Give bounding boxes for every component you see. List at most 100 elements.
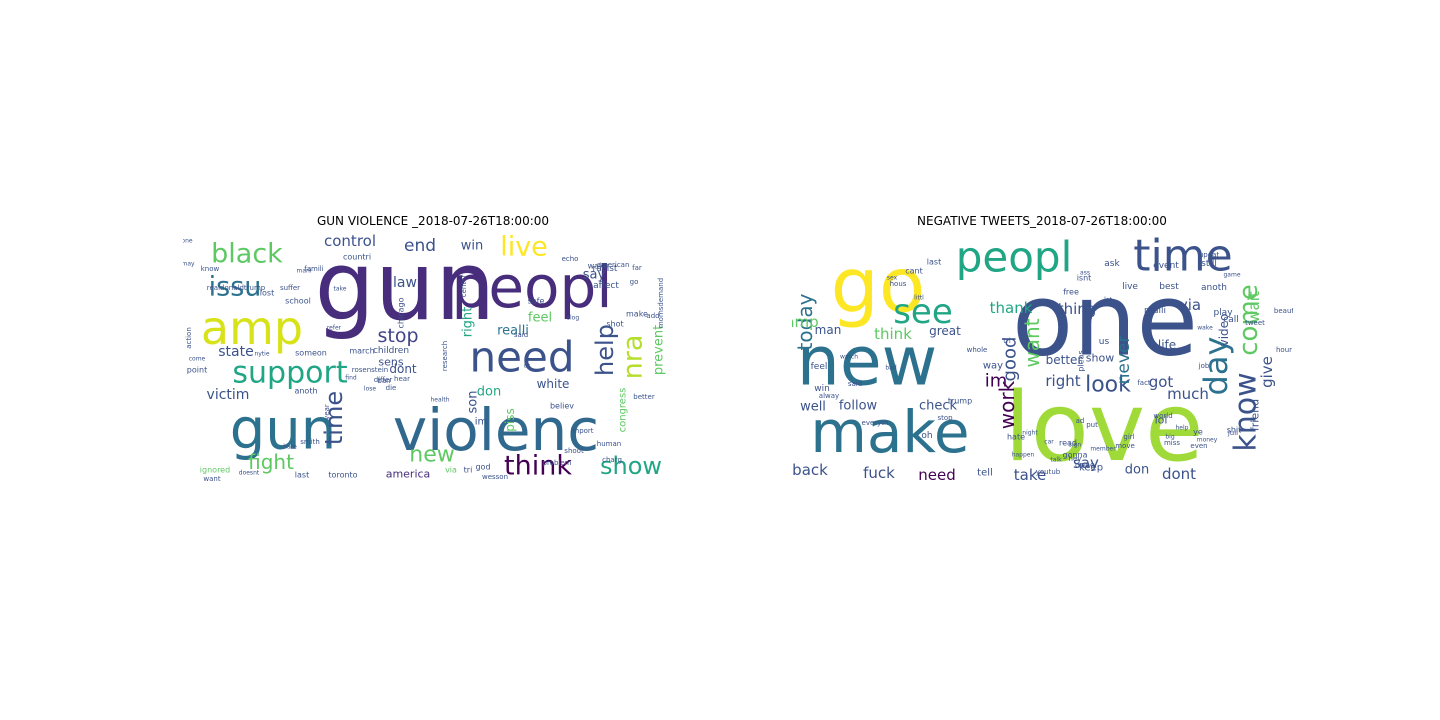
cloud-word: time	[1133, 232, 1232, 282]
cloud-word: refer	[327, 325, 342, 332]
cloud-word: congress	[618, 388, 629, 433]
cloud-word: feel	[528, 311, 552, 326]
cloud-word: ad	[1076, 417, 1085, 425]
cloud-word: game	[1223, 272, 1240, 279]
cloud-word: gun	[315, 232, 496, 342]
cloud-word: back	[792, 461, 828, 479]
cloud-word: via	[445, 466, 457, 475]
cloud-word: gonna	[1062, 451, 1087, 460]
cloud-word: read	[1059, 439, 1077, 448]
cloud-word: fact	[1137, 379, 1151, 387]
cloud-word: victim	[207, 387, 250, 403]
cloud-word: last	[927, 258, 941, 267]
cloud-word: think	[874, 325, 912, 343]
right-cloud-title: NEGATIVE TWEETS_2018-07-26T18:00:00	[917, 214, 1167, 228]
cloud-word: want	[1020, 318, 1044, 367]
cloud-word: school	[285, 297, 311, 306]
cloud-word: march	[349, 347, 374, 356]
cloud-word: littl	[914, 295, 924, 302]
cloud-word: peopl	[452, 253, 613, 321]
cloud-word: son	[466, 391, 481, 414]
cloud-word: law	[393, 275, 417, 291]
cloud-word: tell	[977, 468, 993, 479]
cloud-word: good	[1000, 337, 1021, 382]
cloud-word: day	[1197, 337, 1235, 396]
cloud-word: event	[1153, 261, 1179, 271]
cloud-word: sens	[378, 356, 403, 369]
cloud-word: ass	[1080, 270, 1090, 277]
cloud-word: may	[183, 261, 195, 268]
cloud-word: beauti	[1274, 307, 1293, 315]
cloud-word: don	[477, 385, 501, 400]
cloud-word: make	[810, 398, 969, 466]
cloud-word: play	[1213, 308, 1233, 318]
cloud-word: never	[1114, 336, 1134, 385]
cloud-word: smith	[300, 438, 320, 446]
cloud-word: help	[1176, 425, 1189, 432]
cloud-word: new	[797, 323, 938, 402]
cloud-word: say	[1073, 454, 1099, 472]
cloud-word: come	[1234, 284, 1264, 356]
cloud-word: hate	[283, 444, 297, 451]
cloud-word: affect	[593, 281, 619, 291]
cloud-word: support	[232, 356, 347, 391]
cloud-word: sex	[887, 275, 898, 282]
cloud-word: night	[1022, 430, 1038, 437]
cloud-word: well	[800, 400, 826, 415]
cloud-word: tweet	[1245, 319, 1265, 327]
cloud-word: job	[1198, 362, 1210, 370]
cloud-word: ban	[377, 377, 390, 385]
cloud-word: prevent	[652, 325, 667, 375]
cloud-word: believ	[550, 402, 574, 411]
cloud-word: follow	[839, 399, 878, 414]
cloud-word: bad	[885, 365, 896, 372]
cloud-word: human	[597, 440, 621, 448]
cloud-word: year	[323, 404, 331, 420]
cloud-word: got	[1149, 373, 1174, 391]
cloud-word: add	[646, 312, 659, 320]
cloud-word: one	[1012, 262, 1198, 379]
cloud-word: anoth	[1201, 283, 1227, 293]
cloud-word: one	[183, 238, 193, 245]
cloud-word: don	[1125, 463, 1149, 478]
cloud-word: put	[1086, 421, 1098, 429]
cloud-word: go	[630, 278, 639, 286]
cloud-word: lose	[364, 386, 376, 393]
cloud-word: thing	[1058, 300, 1097, 318]
cloud-word: give	[1258, 356, 1276, 388]
cloud-word: say	[583, 268, 606, 283]
cloud-word: anoth	[294, 387, 317, 396]
cloud-word: hous	[890, 280, 907, 288]
cloud-word: fight	[248, 450, 294, 474]
cloud-word: realli	[1144, 306, 1166, 316]
cloud-word: die	[386, 384, 397, 392]
cloud-word: see	[893, 292, 953, 332]
cloud-word: hear	[394, 375, 410, 383]
cloud-word: live	[500, 232, 548, 263]
cloud-word: america	[386, 468, 431, 481]
cloud-word: wait	[1245, 291, 1263, 323]
cloud-word: keep	[1079, 463, 1103, 474]
cloud-word: far	[632, 264, 642, 272]
cloud-word: car	[1044, 439, 1054, 446]
cloud-word: done	[1075, 461, 1095, 470]
cloud-word: hate	[1007, 433, 1025, 442]
cloud-word: hour	[1276, 346, 1292, 354]
left-word-cloud: gun peopl violenc gun amp need support issu blac…	[183, 232, 684, 482]
cloud-word: much	[1167, 385, 1209, 403]
cloud-word: health	[431, 397, 450, 404]
cloud-word: wake	[588, 262, 609, 271]
cloud-word: doesnt	[239, 470, 260, 477]
cloud-word: move	[1115, 442, 1135, 450]
cloud-word: import	[570, 427, 593, 435]
cloud-word: black	[211, 239, 283, 270]
cloud-word: pleas	[1077, 350, 1086, 371]
cloud-word: dont	[389, 362, 417, 376]
cloud-word: friend	[1249, 399, 1262, 431]
cloud-word: end	[404, 236, 436, 256]
cloud-word: state	[218, 344, 253, 360]
cloud-word: lol	[1155, 414, 1168, 427]
left-cloud-title: GUN VIOLENCE _2018-07-26T18:00:00	[316, 214, 550, 228]
cloud-word: problem	[543, 459, 572, 467]
